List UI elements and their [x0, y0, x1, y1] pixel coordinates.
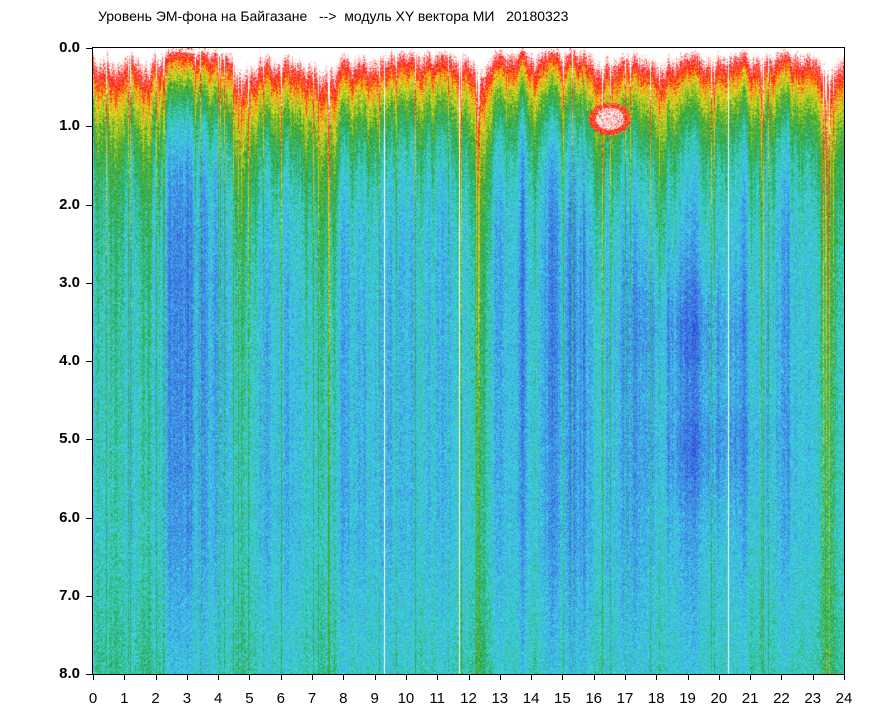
x-tick-label: 2 — [151, 690, 160, 707]
x-tick-label: 0 — [88, 690, 98, 707]
y-tick-label: 2.0 — [59, 195, 80, 213]
x-tick-label: 1 — [120, 690, 129, 707]
x-tick-mark — [156, 674, 157, 680]
x-tick-mark — [93, 674, 94, 680]
y-tick-label: 7.0 — [59, 586, 80, 604]
x-tick-mark — [187, 674, 188, 680]
y-tick-label: 0.0 — [59, 39, 80, 56]
x-tick-label: 9 — [370, 690, 379, 707]
x-tick-label: 14 — [522, 690, 540, 707]
y-tick-label: 5.0 — [59, 430, 80, 448]
y-tick-mark — [86, 596, 92, 597]
x-tick-label: 3 — [182, 690, 192, 707]
x-tick-label: 19 — [679, 690, 696, 707]
x-tick-label: 24 — [835, 690, 853, 707]
x-tick-label: 16 — [585, 690, 602, 707]
x-tick-mark — [813, 674, 814, 680]
y-tick-mark — [86, 283, 92, 284]
y-tick-mark — [86, 48, 92, 49]
x-tick-mark — [688, 674, 689, 680]
x-tick-mark — [594, 674, 595, 680]
x-tick-mark — [406, 674, 407, 680]
x-tick-label: 13 — [491, 690, 509, 707]
x-tick-mark — [375, 674, 376, 680]
x-tick-label: 11 — [429, 690, 445, 707]
y-tick-mark — [86, 439, 92, 440]
y-tick-mark — [86, 518, 92, 519]
x-tick-label: 8 — [339, 690, 348, 707]
y-tick-label: 1.0 — [59, 117, 80, 135]
x-tick-label: 17 — [616, 690, 634, 707]
x-tick-mark — [437, 674, 438, 680]
x-tick-label: 20 — [710, 690, 728, 707]
x-tick-mark — [750, 674, 751, 680]
y-tick-mark — [86, 126, 92, 127]
y-tick-label: 3.0 — [59, 273, 80, 291]
y-tick-mark — [86, 205, 92, 206]
x-tick-label: 12 — [460, 690, 477, 707]
y-tick-mark — [86, 674, 92, 675]
x-tick-mark — [844, 674, 845, 680]
y-tick-label: 6.0 — [59, 508, 80, 526]
x-tick-label: 15 — [554, 690, 571, 707]
x-tick-mark — [124, 674, 125, 680]
x-tick-mark — [781, 674, 782, 680]
x-tick-mark — [625, 674, 626, 680]
x-tick-label: 23 — [804, 690, 822, 707]
x-tick-mark — [218, 674, 219, 680]
y-tick-label: 4.0 — [59, 352, 80, 369]
x-tick-mark — [343, 674, 344, 680]
x-tick-label: 21 — [741, 690, 759, 707]
x-tick-mark — [469, 674, 470, 680]
x-tick-label: 6 — [276, 690, 285, 707]
x-tick-mark — [531, 674, 532, 680]
x-tick-label: 7 — [307, 690, 317, 707]
x-tick-label: 5 — [245, 690, 254, 707]
x-tick-mark — [312, 674, 313, 680]
x-tick-mark — [500, 674, 501, 680]
y-tick-mark — [86, 361, 92, 362]
x-tick-label: 22 — [773, 690, 790, 707]
x-tick-mark — [656, 674, 657, 680]
chart-title: Уровень ЭМ-фона на Байгазане --> модуль … — [98, 8, 569, 24]
y-tick-label: 8.0 — [59, 665, 80, 682]
x-tick-mark — [249, 674, 250, 680]
x-tick-mark — [719, 674, 720, 680]
x-tick-label: 10 — [397, 690, 415, 707]
spectrogram-heatmap — [93, 48, 844, 674]
x-tick-label: 18 — [647, 690, 665, 707]
x-tick-label: 4 — [213, 690, 223, 707]
x-tick-mark — [281, 674, 282, 680]
x-tick-mark — [562, 674, 563, 680]
